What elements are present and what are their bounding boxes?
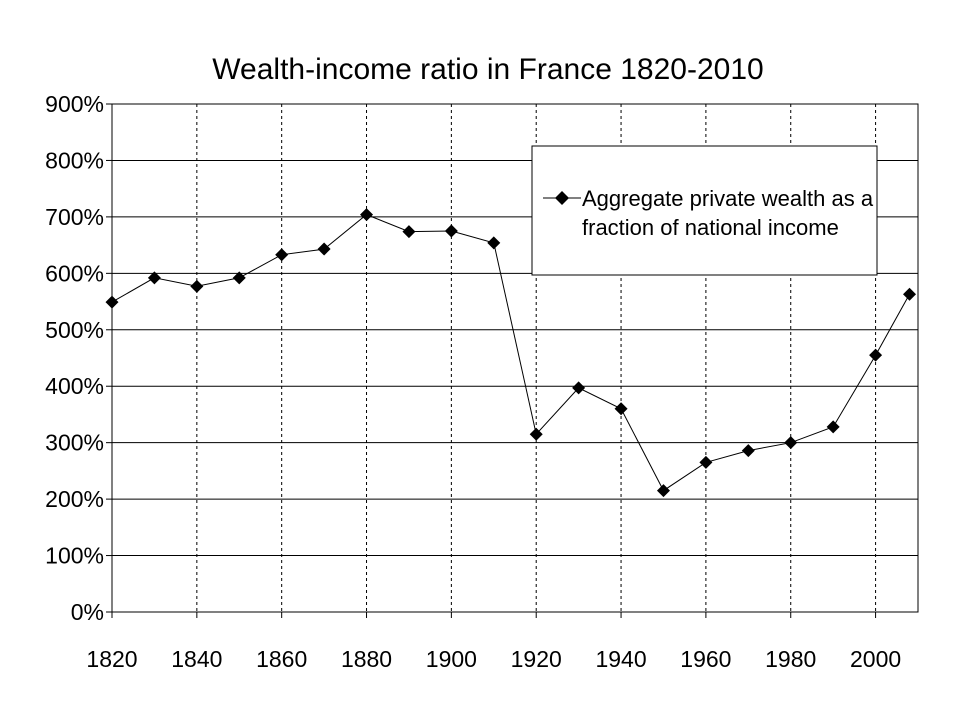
x-tick-label: 1880: [341, 646, 392, 672]
y-tick-label: 900%: [45, 91, 104, 117]
data-point-marker: [826, 420, 840, 434]
y-tick-label: 800%: [45, 147, 104, 173]
x-tick-label: 1860: [256, 646, 307, 672]
data-point-marker: [656, 484, 670, 498]
data-point-marker: [741, 444, 755, 458]
series-layer: [105, 208, 917, 498]
data-point-marker: [105, 295, 119, 309]
x-tick-label: 1940: [595, 646, 646, 672]
legend: Aggregate private wealth as a fraction o…: [531, 145, 878, 276]
data-point-marker: [529, 427, 543, 441]
x-tick-label: 1900: [426, 646, 477, 672]
chart-title: Wealth-income ratio in France 1820-2010: [212, 53, 763, 86]
data-point-marker: [903, 287, 917, 301]
data-point-marker: [275, 248, 289, 262]
x-tick-label: 1980: [765, 646, 816, 672]
legend-box: [531, 145, 878, 276]
data-point-marker: [402, 225, 416, 239]
legend-text-line-2: fraction of national income: [582, 215, 839, 240]
y-tick-label: 500%: [45, 317, 104, 343]
y-tick-label: 0%: [71, 599, 104, 625]
data-point-marker: [360, 208, 374, 222]
axes: 0% 100% 200% 300% 400% 500% 600% 700% 800% 900% 18…: [45, 91, 901, 672]
y-tick-label: 400%: [45, 373, 104, 399]
y-tick-label: 200%: [45, 486, 104, 512]
plot-area-border: [111, 103, 919, 613]
series-line: [111, 214, 910, 492]
data-point-marker: [699, 455, 713, 469]
x-tick-label: 1840: [171, 646, 222, 672]
data-point-marker: [317, 242, 331, 256]
data-point-marker: [190, 279, 204, 293]
data-point-marker: [572, 381, 586, 395]
x-tick-label: 2000: [850, 646, 901, 672]
data-point-marker: [869, 348, 883, 362]
legend-diamond-marker: [555, 191, 569, 205]
y-tick-label: 300%: [45, 430, 104, 456]
data-point-marker: [444, 224, 458, 238]
data-point-marker: [147, 271, 161, 285]
y-tick-label: 100%: [45, 543, 104, 569]
y-tick-label: 600%: [45, 260, 104, 286]
data-point-marker: [487, 236, 501, 250]
x-tick-label: 1960: [680, 646, 731, 672]
data-point-marker: [784, 436, 798, 450]
legend-text-line-1: Aggregate private wealth as a: [582, 186, 874, 211]
data-point-marker: [614, 402, 628, 416]
x-tick-label: 1820: [86, 646, 137, 672]
y-tick-label: 700%: [45, 204, 104, 230]
x-tick-label: 1920: [511, 646, 562, 672]
data-point-marker: [232, 271, 246, 285]
